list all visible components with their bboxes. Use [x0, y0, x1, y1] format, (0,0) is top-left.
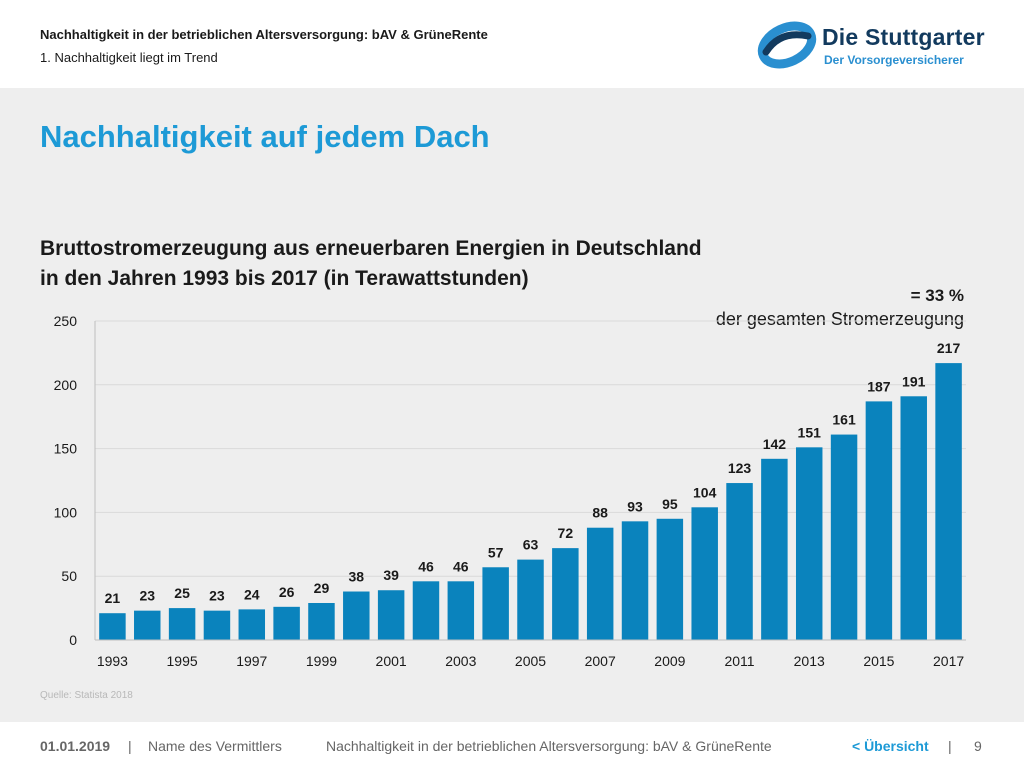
bar	[552, 548, 579, 640]
x-tick-label: 2011	[724, 653, 754, 669]
x-tick-label: 2013	[794, 653, 825, 669]
y-tick-label: 200	[54, 377, 78, 393]
data-label: 191	[902, 373, 926, 389]
x-tick-label: 2005	[515, 653, 546, 669]
header-subtitle: 1. Nachhaltigkeit liegt im Trend	[40, 50, 218, 65]
data-label: 21	[105, 590, 121, 606]
data-label: 46	[418, 558, 434, 574]
logo-tagline: Der Vorsorgeversicherer	[824, 53, 964, 67]
bar	[273, 606, 300, 640]
bar	[412, 581, 440, 640]
bar	[343, 591, 370, 640]
data-label: 104	[693, 484, 717, 500]
y-tick-label: 100	[54, 504, 78, 520]
data-label: 39	[383, 567, 399, 583]
data-label: 217	[937, 340, 961, 356]
x-tick-label: 1995	[167, 653, 198, 669]
data-label: 123	[728, 460, 752, 476]
bar	[830, 434, 858, 640]
footer-bar: 01.01.2019 | Name des Vermittlers Nachha…	[0, 722, 1024, 768]
company-logo: Die Stuttgarter Der Vorsorgeversicherer	[756, 18, 992, 72]
bar	[900, 396, 927, 640]
bar	[134, 610, 161, 640]
bar	[621, 521, 649, 640]
x-tick-label: 2003	[445, 653, 476, 669]
x-tick-label: 2007	[585, 653, 616, 669]
footer-agent: Name des Vermittlers	[148, 738, 282, 754]
data-label: 142	[763, 436, 787, 452]
data-label: 95	[662, 496, 678, 512]
data-label: 151	[798, 424, 822, 440]
overview-link[interactable]: < Übersicht	[852, 738, 929, 754]
x-tick-label: 2017	[933, 653, 964, 669]
bar	[447, 581, 475, 640]
data-label: 26	[279, 584, 295, 600]
x-tick-label: 2015	[863, 653, 894, 669]
data-label: 93	[627, 498, 643, 514]
bar	[203, 610, 231, 640]
bar	[726, 483, 753, 640]
bar	[656, 518, 684, 640]
bar	[517, 559, 544, 640]
bar	[935, 363, 962, 640]
share-description: der gesamten Stromerzeugung	[715, 309, 964, 329]
data-label: 38	[349, 569, 365, 585]
header-bar: Nachhaltigkeit in der betrieblichen Alte…	[0, 0, 1024, 88]
header-title: Nachhaltigkeit in der betrieblichen Alte…	[40, 27, 488, 42]
chart-title-line-1: Bruttostromerzeugung aus erneuerbaren En…	[40, 237, 702, 260]
data-label: 63	[523, 537, 539, 553]
data-label: 23	[209, 588, 225, 604]
bar	[761, 458, 788, 640]
x-tick-label: 1993	[97, 653, 128, 669]
y-tick-label: 0	[69, 632, 77, 648]
data-label: 23	[139, 588, 155, 604]
bar	[377, 590, 405, 640]
bar	[308, 602, 335, 640]
y-tick-label: 250	[54, 313, 78, 329]
data-label: 29	[314, 580, 330, 596]
x-tick-label: 2009	[654, 653, 685, 669]
data-label: 72	[558, 525, 574, 541]
source-note: Quelle: Statista 2018	[40, 690, 133, 701]
logo-brand: Die Stuttgarter	[822, 24, 985, 50]
x-tick-label: 2001	[376, 653, 407, 669]
bar	[795, 447, 823, 640]
share-percent: = 33 %	[910, 286, 964, 305]
bar	[691, 507, 718, 640]
data-label: 187	[867, 378, 891, 394]
footer-separator: |	[948, 738, 952, 754]
data-label: 88	[592, 505, 608, 521]
footer-date: 01.01.2019	[40, 738, 111, 754]
footer-topic: Nachhaltigkeit in der betrieblichen Alte…	[326, 738, 772, 754]
data-label: 161	[832, 412, 856, 428]
chart-title: Bruttostromerzeugung aus erneuerbaren En…	[40, 234, 702, 294]
data-label: 46	[453, 558, 469, 574]
bar	[238, 609, 266, 640]
y-tick-label: 150	[54, 441, 78, 457]
bar	[168, 608, 196, 640]
data-label: 24	[244, 586, 260, 602]
x-tick-label: 1999	[306, 653, 337, 669]
chart-title-line-2: in den Jahren 1993 bis 2017 (in Terawatt…	[40, 267, 529, 290]
bar	[99, 613, 126, 640]
x-tick-label: 1997	[236, 653, 267, 669]
bar	[865, 401, 893, 640]
bar	[586, 527, 614, 640]
slide-title: Nachhaltigkeit auf jedem Dach	[40, 119, 490, 154]
footer-separator: |	[128, 738, 132, 754]
data-label: 57	[488, 544, 504, 560]
bar	[482, 567, 509, 640]
logo-mark-icon	[757, 21, 817, 69]
page-number: 9	[974, 738, 982, 754]
y-tick-label: 50	[61, 568, 77, 584]
data-label: 25	[174, 585, 190, 601]
bar-chart: 0 50 100 150 200 250 21 23 25 23 24 26 29 38 39 46 46 57 6…	[54, 313, 966, 669]
